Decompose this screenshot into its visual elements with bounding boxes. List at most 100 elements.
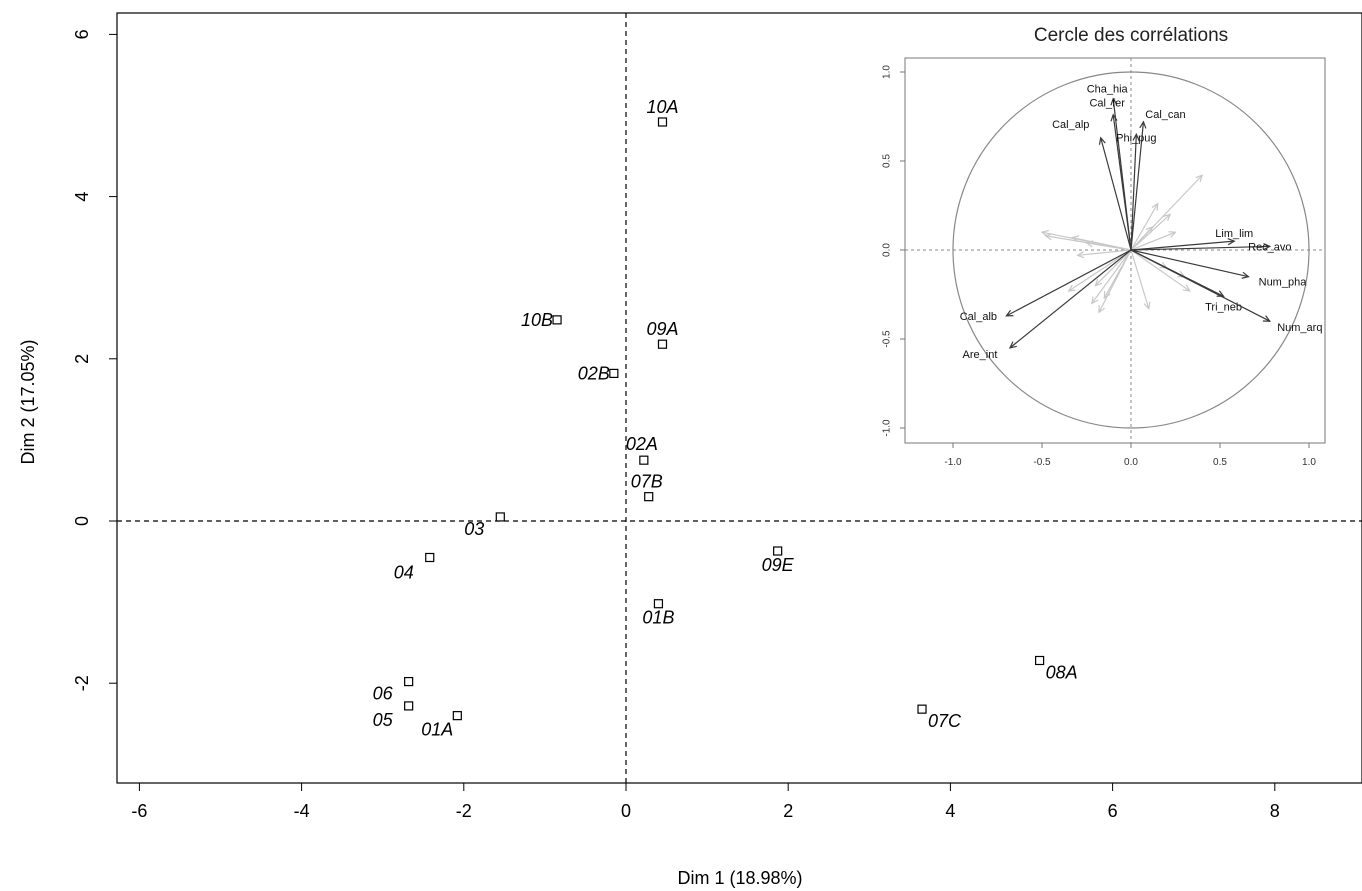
vector-Cal_can bbox=[1130, 121, 1145, 251]
gray-vector-16-head bbox=[1143, 301, 1151, 311]
gray-vector-3 bbox=[1130, 226, 1153, 251]
gray-vector-3-head bbox=[1145, 225, 1154, 234]
vector-label-Tri_neb: Tri_neb bbox=[1205, 301, 1242, 313]
vector-Cal_alp bbox=[1100, 137, 1132, 251]
inset-y-tick-label: 0.0 bbox=[882, 243, 893, 257]
gray-vector-9-head bbox=[1076, 251, 1085, 259]
point-marker-07C bbox=[917, 704, 927, 714]
gray-vector-11-head bbox=[1067, 284, 1076, 292]
inset-y-tick-label: 1.0 bbox=[882, 65, 893, 79]
y-tick-label: -2 bbox=[72, 675, 92, 691]
vector-label-Cal_alp: Cal_alp bbox=[1052, 119, 1089, 131]
vector-Lim_lim bbox=[1130, 240, 1235, 251]
point-marker-02A bbox=[639, 455, 649, 465]
vector-label-Num_pha: Num_pha bbox=[1259, 277, 1308, 289]
gray-vector-2-head bbox=[1163, 213, 1172, 222]
y-tick-label: 2 bbox=[72, 354, 92, 364]
point-marker-09E bbox=[773, 546, 783, 556]
gray-vector-18 bbox=[1130, 231, 1176, 251]
inset-x-tick-label: 1.0 bbox=[1302, 457, 1316, 468]
vector-Num_pha-head bbox=[1241, 271, 1250, 279]
point-marker-01A bbox=[452, 711, 462, 721]
point-label-05: 05 bbox=[373, 710, 394, 730]
vector-Lim_lim-head bbox=[1227, 238, 1236, 246]
x-tick-label: 4 bbox=[945, 801, 955, 821]
point-marker-05 bbox=[404, 701, 414, 711]
vector-Cha_hia-head bbox=[1110, 97, 1118, 106]
inset-x-tick-label: 0.0 bbox=[1124, 457, 1138, 468]
gray-vector-10 bbox=[1094, 249, 1132, 287]
vector-label-Are_int: Are_int bbox=[963, 349, 998, 361]
x-tick-label: 8 bbox=[1270, 801, 1280, 821]
point-marker-06 bbox=[404, 676, 414, 687]
point-label-07C: 07C bbox=[928, 711, 962, 731]
vector-Rec_avo bbox=[1130, 245, 1270, 251]
point-marker-07B bbox=[644, 492, 654, 502]
vector-Are_int bbox=[1009, 249, 1132, 349]
inset-title: Cercle des corrélations bbox=[1034, 25, 1228, 46]
vector-label-Cal_fer: Cal_fer bbox=[1089, 98, 1125, 110]
point-label-02A: 02A bbox=[626, 434, 658, 454]
point-marker-04 bbox=[425, 552, 435, 563]
vector-Cal_alp-head bbox=[1098, 136, 1106, 145]
point-label-03: 03 bbox=[464, 519, 484, 539]
y-tick-label: 0 bbox=[72, 516, 92, 526]
gray-vector-18-head bbox=[1168, 231, 1177, 238]
inset-y-tick-label: -1.0 bbox=[882, 419, 893, 437]
x-axis-title: Dim 1 (18.98%) bbox=[677, 868, 802, 888]
point-marker-02B bbox=[609, 368, 619, 378]
vector-label-Num_arq: Num_arq bbox=[1277, 322, 1322, 334]
vector-Are_int-head bbox=[1008, 341, 1017, 349]
vector-Num_pha bbox=[1130, 249, 1249, 278]
gray-vector-1 bbox=[1130, 203, 1159, 251]
gray-vector-10-head bbox=[1094, 278, 1103, 287]
main-axes: -6 -4 -2 0 2 4 6 8 -2 0 2 4 6 Dim 1 (18.98%) Dim 2 (17… bbox=[18, 12, 1362, 888]
point-label-07B: 07B bbox=[631, 472, 663, 492]
vector-Num_arq-head bbox=[1262, 315, 1272, 322]
vector-Cal_alb-head bbox=[1005, 309, 1014, 317]
vector-Phi_pug-head bbox=[1132, 132, 1140, 141]
point-marker-03 bbox=[495, 512, 505, 522]
vector-Phi_pug bbox=[1130, 134, 1137, 251]
point-marker-09A bbox=[657, 339, 668, 349]
inset-y-tick-label: 0.5 bbox=[882, 154, 893, 168]
point-marker-10A bbox=[657, 117, 668, 127]
point-label-10A: 10A bbox=[646, 97, 678, 117]
y-tick-label: 6 bbox=[72, 29, 92, 39]
gray-vector-15 bbox=[1130, 249, 1191, 292]
vector-label-Rec_avo: Rec_avo bbox=[1248, 241, 1291, 253]
x-tick-label: 0 bbox=[621, 801, 631, 821]
vector-label-Cal_alb: Cal_alb bbox=[960, 311, 997, 323]
gray-vector-15-head bbox=[1182, 284, 1191, 292]
gray-vector-8 bbox=[1086, 242, 1132, 251]
point-label-09E: 09E bbox=[762, 555, 795, 575]
point-label-09A: 09A bbox=[646, 319, 678, 339]
x-tick-label: -6 bbox=[131, 801, 147, 821]
inset-x-tick-label: 0.5 bbox=[1213, 457, 1227, 468]
vector-Tri_neb-head bbox=[1216, 290, 1225, 297]
y-axis-title: Dim 2 (17.05%) bbox=[18, 339, 38, 464]
point-label-08A: 08A bbox=[1046, 662, 1078, 682]
gray-vector-16 bbox=[1130, 249, 1150, 309]
point-label-10B: 10B bbox=[521, 310, 553, 330]
gray-vector-5-head bbox=[1040, 229, 1049, 237]
vector-label-Phi_pug: Phi_pug bbox=[1116, 132, 1156, 144]
inset-x-tick-label: -0.5 bbox=[1033, 457, 1051, 468]
vector-Rec_avo-head bbox=[1263, 243, 1272, 251]
x-tick-label: -4 bbox=[294, 801, 310, 821]
gray-vector-13-head bbox=[1091, 296, 1099, 305]
x-tick-label: -2 bbox=[456, 801, 472, 821]
y-tick-label: 4 bbox=[72, 192, 92, 202]
main-points: 10A 10B 09A 02B 02A 07B 03 04 09E 01B 06 05 01A 08A 07… bbox=[373, 97, 1078, 740]
gray-vector-14 bbox=[1098, 249, 1132, 313]
gray-vector-9 bbox=[1077, 249, 1132, 256]
gray-vector-1-head bbox=[1151, 202, 1159, 211]
vector-Cal_alb bbox=[1006, 249, 1132, 317]
vector-label-Cha_hia: Cha_hia bbox=[1087, 84, 1129, 96]
vector-label-Lim_lim: Lim_lim bbox=[1215, 228, 1253, 240]
point-label-01A: 01A bbox=[421, 720, 453, 740]
point-marker-01B bbox=[653, 599, 664, 609]
point-marker-10B bbox=[552, 315, 562, 325]
gray-vector-14-head bbox=[1098, 305, 1105, 314]
